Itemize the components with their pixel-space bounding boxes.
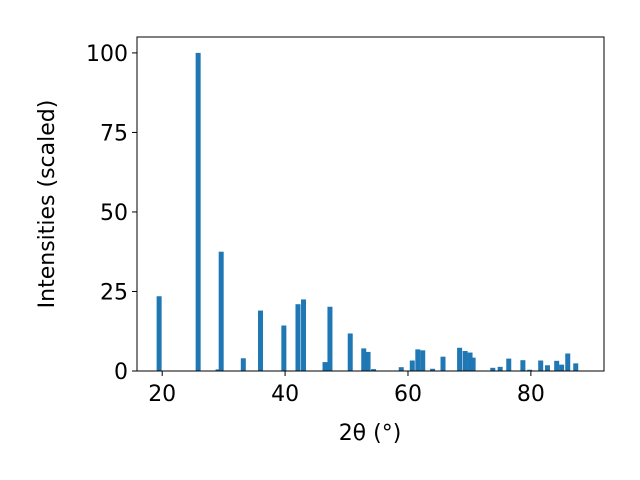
bar — [156, 296, 162, 371]
y-tick-label: 50 — [100, 201, 128, 226]
bar — [322, 362, 328, 371]
bar — [506, 358, 512, 371]
bar — [281, 325, 287, 371]
bar — [538, 360, 544, 371]
bar — [347, 333, 353, 371]
x-tick-label: 40 — [271, 382, 299, 407]
bar — [398, 367, 404, 371]
bar — [361, 348, 367, 371]
bar — [365, 351, 371, 371]
bar — [409, 360, 415, 371]
bar — [565, 353, 571, 371]
bar — [240, 358, 246, 371]
bar — [462, 350, 468, 371]
bar — [195, 52, 201, 372]
x-axis-label: 2θ (°) — [339, 421, 402, 446]
bar — [371, 369, 377, 371]
bar — [527, 369, 533, 371]
x-tick-label: 80 — [517, 382, 545, 407]
bar — [420, 350, 426, 371]
bar — [559, 364, 565, 371]
bar — [218, 251, 224, 371]
bar — [415, 349, 421, 371]
bar — [327, 306, 333, 371]
bar — [470, 357, 476, 371]
x-tick-label: 60 — [394, 382, 422, 407]
bar — [573, 363, 579, 371]
bar — [215, 369, 221, 371]
bar — [554, 360, 560, 371]
y-tick-label: 0 — [114, 360, 128, 385]
bar — [258, 310, 264, 371]
bar — [295, 304, 301, 371]
bar — [520, 360, 526, 371]
bar — [490, 367, 496, 371]
bar — [440, 356, 446, 371]
y-tick-label: 25 — [100, 280, 128, 305]
bar — [544, 365, 550, 371]
bar — [497, 366, 503, 371]
bar — [430, 368, 436, 371]
bar — [467, 352, 473, 371]
bar — [457, 347, 463, 371]
bar — [301, 299, 307, 371]
y-axis-label: Intensities (scaled) — [35, 100, 60, 309]
plot-frame — [136, 36, 605, 372]
y-tick-label: 75 — [100, 121, 128, 146]
y-tick-label: 100 — [86, 42, 128, 67]
x-tick-label: 20 — [148, 382, 176, 407]
